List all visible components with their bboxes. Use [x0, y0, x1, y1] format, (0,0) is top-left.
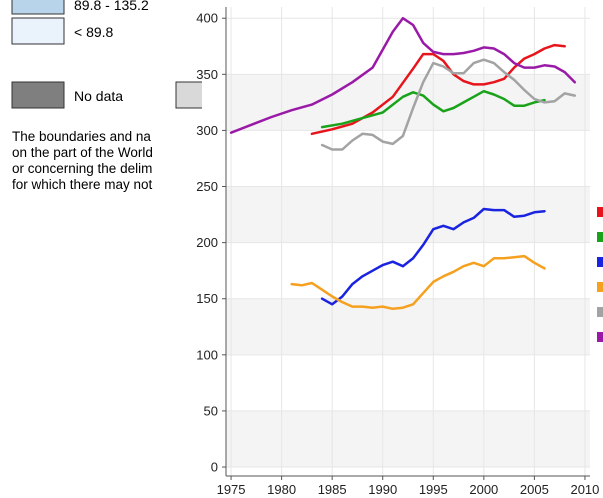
x-tick-label: 1985	[318, 482, 347, 497]
x-tick-label: 1995	[419, 482, 448, 497]
series-line	[320, 89, 546, 129]
legend-swatch	[597, 282, 603, 292]
range-swatch	[11, 17, 65, 45]
no-data-swatch	[11, 81, 65, 109]
legend-swatch	[597, 257, 603, 267]
y-tick-label: 100	[196, 347, 218, 362]
series-line	[229, 16, 577, 134]
disclaimer-line: The boundaries and na	[12, 129, 151, 144]
y-tick-label: 200	[196, 235, 218, 250]
chart: 0 50 100 150 200 250 300 350 400 1975 1980 1985 1990…	[196, 7, 603, 497]
y-tick-label: 300	[196, 123, 218, 138]
no-data-label: No data	[74, 88, 123, 104]
range-swatch	[11, 0, 65, 15]
legend-swatch	[597, 307, 603, 317]
series-line	[320, 58, 577, 151]
x-tick-label: 1975	[217, 482, 246, 497]
y-tick-label: 0	[211, 460, 218, 475]
y-tick-label: 400	[196, 11, 218, 26]
range-label: 89.8 - 135.2	[74, 0, 149, 13]
grid-band	[226, 410, 590, 468]
disclaimer-line: or concerning the delim	[12, 161, 152, 176]
legend-swatch	[597, 332, 603, 342]
grid-band	[226, 186, 590, 243]
disclaimer-line: for which there may not	[12, 177, 153, 192]
grid-band	[226, 298, 590, 355]
x-tick-label: 1980	[267, 482, 296, 497]
series-line	[290, 254, 546, 311]
legend-swatch	[597, 232, 603, 242]
x-tick-label: 2005	[520, 482, 549, 497]
y-tick-label: 250	[196, 179, 218, 194]
x-tick-label: 1990	[368, 482, 397, 497]
y-tick-label: 50	[204, 403, 218, 418]
range-label: < 89.8	[74, 24, 114, 40]
y-tick-label: 350	[196, 67, 218, 82]
y-tick-label: 150	[196, 291, 218, 306]
disclaimer-line: on the part of the World	[12, 145, 153, 160]
map-legend: 89.8 - 135.2 < 89.8 No data The boundari…	[11, 0, 229, 192]
x-tick-label: 2010	[570, 482, 599, 497]
legend-swatch	[597, 207, 603, 217]
series-line	[310, 43, 566, 136]
series-line	[320, 207, 546, 306]
x-tick-label: 2000	[469, 482, 498, 497]
